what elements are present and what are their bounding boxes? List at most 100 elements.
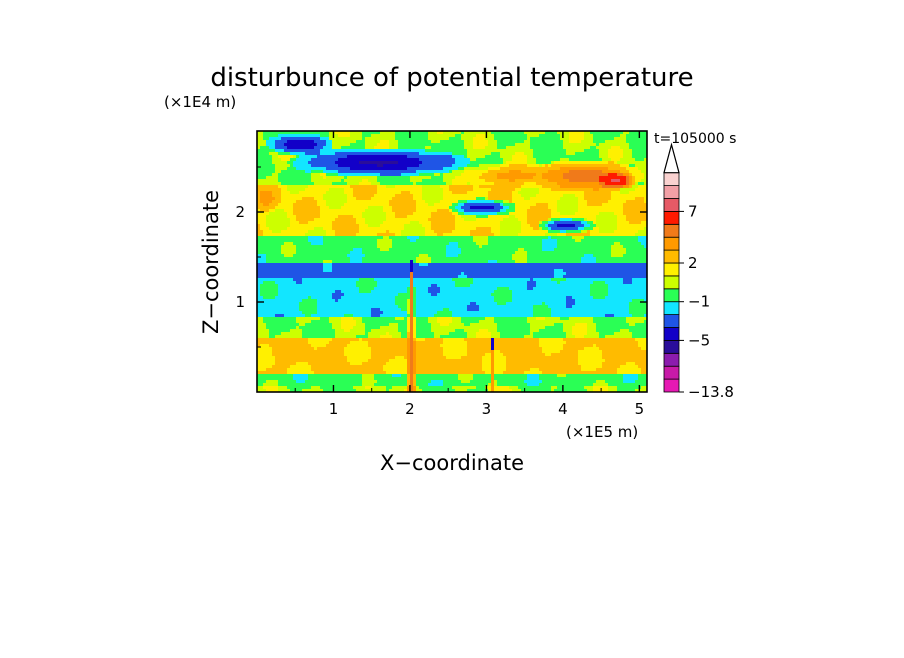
heatmap-cell (623, 134, 627, 138)
heatmap-cell (368, 152, 372, 156)
heatmap-cell (524, 155, 528, 159)
heatmap-cell (326, 143, 330, 147)
heatmap-cell (449, 164, 453, 168)
heatmap-cell (623, 242, 627, 246)
heatmap-cell (317, 215, 321, 219)
heatmap-cell (380, 215, 384, 219)
heatmap-cell (287, 152, 291, 156)
heatmap-cell (488, 182, 492, 186)
heatmap-cell (542, 197, 546, 201)
heatmap-cell (632, 212, 636, 216)
heatmap-cell (380, 221, 384, 225)
heatmap-cell (329, 179, 333, 183)
heatmap-cell (578, 137, 582, 141)
heatmap-cell (413, 146, 417, 150)
heatmap-cell (446, 134, 450, 138)
heatmap-cell (620, 176, 624, 180)
heatmap-cell (398, 149, 402, 153)
heatmap-cell (422, 131, 426, 135)
heatmap-cell (572, 167, 576, 171)
heatmap-cell (428, 194, 432, 198)
heatmap-cell (308, 245, 312, 249)
heatmap-cell (626, 194, 630, 198)
heatmap-cell (290, 245, 294, 249)
heatmap-cell (572, 209, 576, 213)
heatmap-cell (398, 236, 402, 240)
heatmap-cell (371, 230, 375, 234)
heatmap-cell (566, 233, 570, 237)
heatmap-cell (512, 227, 516, 231)
heatmap-cell (617, 197, 621, 201)
heatmap-cell (584, 200, 588, 204)
heatmap-cell (611, 224, 615, 228)
heatmap-cell (482, 215, 486, 219)
heatmap-cell (539, 203, 543, 207)
heatmap-cell (386, 218, 390, 222)
heatmap-cell (527, 149, 531, 153)
heatmap-cell (404, 188, 408, 192)
heatmap-cell (509, 194, 513, 198)
heatmap-cell (503, 146, 507, 150)
heatmap-cell (491, 203, 495, 207)
heatmap-cell (446, 155, 450, 159)
heatmap-cell (377, 212, 381, 216)
heatmap-cell (350, 233, 354, 237)
heatmap-cell (422, 194, 426, 198)
heatmap-cell (563, 230, 567, 234)
heatmap-cell (275, 182, 279, 186)
heatmap-cell (500, 173, 504, 177)
heatmap-cell (260, 143, 264, 147)
heatmap-cell (524, 233, 528, 237)
heatmap-cell (392, 164, 396, 168)
heatmap-cell (434, 236, 438, 240)
heatmap-cell (575, 179, 579, 183)
heatmap-cell (548, 218, 552, 222)
heatmap-cell (530, 239, 534, 243)
heatmap-cell (467, 233, 471, 237)
heatmap-cell (572, 221, 576, 225)
heatmap-cell (488, 146, 492, 150)
heatmap-cell (515, 158, 519, 162)
heatmap-cell (287, 161, 291, 165)
heatmap-cell (545, 152, 549, 156)
heatmap-cell (440, 137, 444, 141)
heatmap-cell (509, 158, 513, 162)
heatmap-cell (431, 221, 435, 225)
heatmap-cell (326, 182, 330, 186)
heatmap-cell (383, 224, 387, 228)
heatmap-cell (611, 203, 615, 207)
heatmap-cell (596, 137, 600, 141)
heatmap-cell (521, 206, 525, 210)
heatmap-cell (371, 221, 375, 225)
heatmap-cell (473, 146, 477, 150)
heatmap-cell (314, 197, 318, 201)
heatmap-cell (458, 200, 462, 204)
heatmap-cell (359, 224, 363, 228)
heatmap-cell (437, 167, 441, 171)
heatmap-cell (443, 203, 447, 207)
heatmap-cell (302, 209, 306, 213)
heatmap-cell (302, 158, 306, 162)
heatmap-cell (377, 149, 381, 153)
heatmap-cell (425, 149, 429, 153)
heatmap-cell (452, 209, 456, 213)
heatmap-cell (353, 197, 357, 201)
heatmap-cell (548, 179, 552, 183)
heatmap-cell (488, 194, 492, 198)
heatmap-cell (608, 173, 612, 177)
heatmap-cell (317, 227, 321, 231)
heatmap-cell (584, 155, 588, 159)
heatmap-cell (377, 230, 381, 234)
heatmap-cell (395, 194, 399, 198)
heatmap-cell (620, 218, 624, 222)
heatmap-cell (494, 161, 498, 165)
heatmap-cell (272, 221, 276, 225)
heatmap-cell (488, 161, 492, 165)
heatmap-cell (326, 158, 330, 162)
heatmap-cell (467, 158, 471, 162)
heatmap-cell (464, 197, 468, 201)
heatmap-cell (551, 191, 555, 195)
heatmap-cell (455, 137, 459, 141)
heatmap-cell (311, 176, 315, 180)
heatmap-cell (434, 209, 438, 213)
